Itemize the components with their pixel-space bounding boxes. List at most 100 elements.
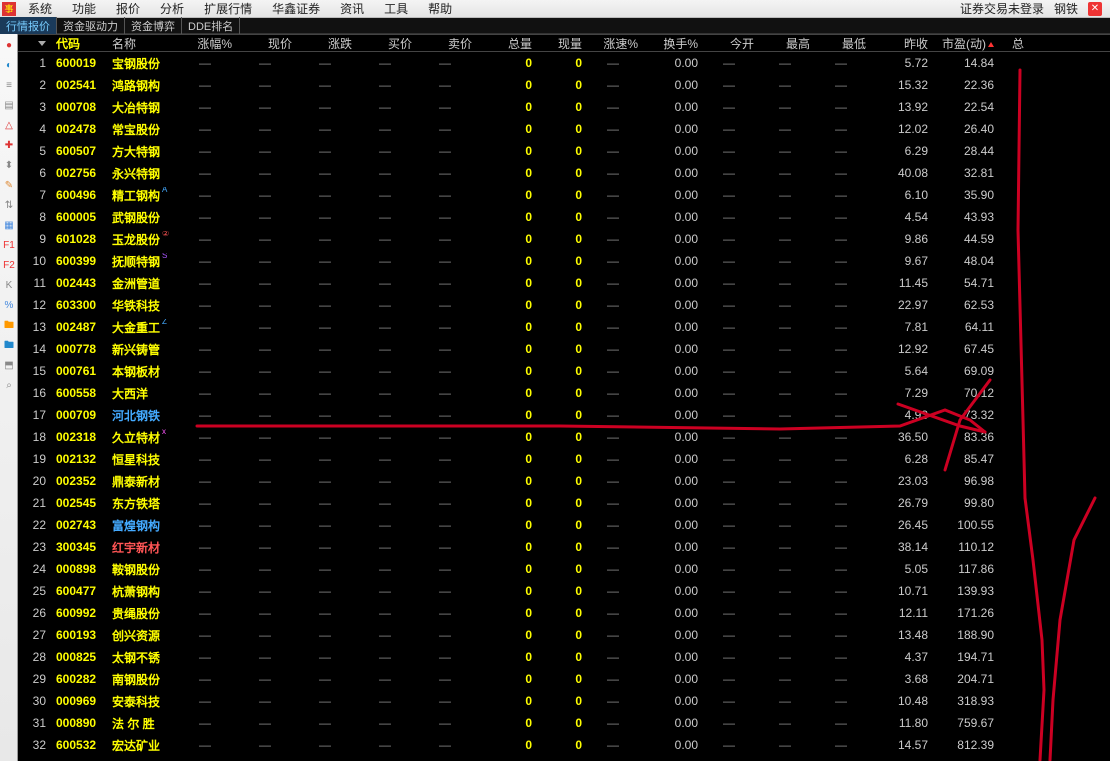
cell-mj: —: [358, 276, 418, 290]
cell-xl: 0: [538, 496, 588, 510]
table-row[interactable]: 18002318久立特材x—————00—0.00———36.5083.36: [18, 426, 1110, 448]
menu-扩展行情[interactable]: 扩展行情: [194, 0, 262, 17]
table-row[interactable]: 23300345红宇新材—————00—0.00———38.14110.12: [18, 536, 1110, 558]
cell-xl: 0: [538, 518, 588, 532]
tool-12-icon[interactable]: F2: [1, 258, 17, 274]
table-row[interactable]: 25600477杭萧钢构—————00—0.00———10.71139.93: [18, 580, 1110, 602]
table-row[interactable]: 30000969安泰科技—————00—0.00———10.48318.93: [18, 690, 1110, 712]
tool-11-icon[interactable]: F1: [1, 238, 17, 254]
table-row[interactable]: 29600282南钢股份—————00—0.00———3.68204.71: [18, 668, 1110, 690]
table-row[interactable]: 27600193创兴资源—————00—0.00———13.48188.90: [18, 624, 1110, 646]
cell-zg: —: [760, 694, 816, 708]
table-row[interactable]: 12603300华铁科技—————00—0.00———22.9762.53: [18, 294, 1110, 316]
cell-idx: 17: [18, 408, 52, 422]
col-zd2[interactable]: 最低: [816, 35, 872, 52]
table-row[interactable]: 22002743富煌钢构—————00—0.00———26.45100.55: [18, 514, 1110, 536]
table-row[interactable]: 5600507方大特钢—————00—0.00———6.2928.44: [18, 140, 1110, 162]
tool-1-icon[interactable]: ●: [1, 38, 17, 54]
col-code[interactable]: 代码: [52, 35, 108, 52]
tool-4-icon[interactable]: ▤: [1, 98, 17, 114]
menu-华鑫证券[interactable]: 华鑫证券: [262, 0, 330, 17]
tool-2-icon[interactable]: ◐: [1, 58, 17, 74]
table-row[interactable]: 2002541鸿路钢构—————00—0.00———15.3222.36: [18, 74, 1110, 96]
table-row[interactable]: 28000825太钢不锈—————00—0.00———4.37194.71: [18, 646, 1110, 668]
table-row[interactable]: 24000898鞍钢股份—————00—0.00———5.05117.86: [18, 558, 1110, 580]
tool-5-icon[interactable]: △: [1, 118, 17, 134]
menu-资讯[interactable]: 资讯: [330, 0, 374, 17]
menu-系统[interactable]: 系统: [18, 0, 62, 17]
col-menu-icon[interactable]: [18, 36, 52, 50]
menu-分析[interactable]: 分析: [150, 0, 194, 17]
cell-zg: —: [760, 232, 816, 246]
col-zf[interactable]: 涨幅%: [178, 35, 238, 52]
tool-18-icon[interactable]: ⌕: [1, 378, 17, 394]
tab-3[interactable]: DDE排名: [182, 17, 240, 35]
table-row[interactable]: 32600532宏达矿业—————00—0.00———14.57812.39: [18, 734, 1110, 756]
table-row[interactable]: 19002132恒星科技—————00—0.00———6.2885.47: [18, 448, 1110, 470]
tool-7-icon[interactable]: ⬍: [1, 158, 17, 174]
col-mj[interactable]: 买价: [358, 35, 418, 52]
cell-zd: —: [298, 540, 358, 554]
tool-6-icon[interactable]: ✚: [1, 138, 17, 154]
cell-zs: —: [588, 474, 644, 488]
tab-0[interactable]: 行情报价: [0, 17, 57, 35]
cell-mc: —: [418, 628, 478, 642]
tool-13-icon[interactable]: K: [1, 278, 17, 294]
table-row[interactable]: 15000761本钢板材—————00—0.00———5.6469.09: [18, 360, 1110, 382]
col-last[interactable]: 总: [1000, 35, 1030, 52]
table-row[interactable]: 20002352鼎泰新材—————00—0.00———23.0396.98: [18, 470, 1110, 492]
tool-3-icon[interactable]: ≡: [1, 78, 17, 94]
tool-15-icon[interactable]: 🖿: [1, 318, 17, 334]
table-row[interactable]: 3000708大冶特钢—————00—0.00———13.9222.54: [18, 96, 1110, 118]
col-zg[interactable]: 最高: [760, 35, 816, 52]
col-name[interactable]: 名称: [108, 35, 178, 52]
tool-9-icon[interactable]: ⇅: [1, 198, 17, 214]
table-row[interactable]: 7600496精工钢构A—————00—0.00———6.1035.90: [18, 184, 1110, 206]
tool-8-icon[interactable]: ✎: [1, 178, 17, 194]
col-sy[interactable]: 市盈(动): [934, 35, 1000, 52]
table-row[interactable]: 26600992贵绳股份—————00—0.00———12.11171.26: [18, 602, 1110, 624]
tool-14-icon[interactable]: %: [1, 298, 17, 314]
table-row[interactable]: 4002478常宝股份—————00—0.00———12.0226.40: [18, 118, 1110, 140]
table-row[interactable]: 8600005武钢股份—————00—0.00———4.5443.93: [18, 206, 1110, 228]
col-hs[interactable]: 换手%: [644, 35, 704, 52]
tab-2[interactable]: 资金博弈: [125, 17, 182, 35]
table-row[interactable]: 6002756永兴特钢—————00—0.00———40.0832.81: [18, 162, 1110, 184]
tool-17-icon[interactable]: ⬒: [1, 358, 17, 374]
cell-code: 600992: [52, 606, 108, 620]
close-icon[interactable]: ✕: [1088, 2, 1102, 16]
col-xj[interactable]: 现价: [238, 35, 298, 52]
menu-工具[interactable]: 工具: [374, 0, 418, 17]
table-row[interactable]: 10600399抚顺特钢S—————00—0.00———9.6748.04: [18, 250, 1110, 272]
col-zs2[interactable]: 昨收: [872, 35, 934, 52]
table-row[interactable]: 13002487大金重工Z—————00—0.00———7.8164.11: [18, 316, 1110, 338]
tool-16-icon[interactable]: 🖿: [1, 338, 17, 354]
cell-mc: —: [418, 694, 478, 708]
col-jk[interactable]: 今开: [704, 35, 760, 52]
menu-功能[interactable]: 功能: [62, 0, 106, 17]
cell-code: 000709: [52, 408, 108, 422]
col-mc[interactable]: 卖价: [418, 35, 478, 52]
table-row[interactable]: 11002443金洲管道—————00—0.00———11.4554.71: [18, 272, 1110, 294]
menu-报价[interactable]: 报价: [106, 0, 150, 17]
table-row[interactable]: 16600558大西洋—————00—0.00———7.2970.12: [18, 382, 1110, 404]
cell-zs2: 9.86: [872, 232, 934, 246]
table-row[interactable]: 9601028玉龙股份②—————00—0.00———9.8644.59: [18, 228, 1110, 250]
cell-xl: 0: [538, 298, 588, 312]
col-zd[interactable]: 涨跌: [298, 35, 358, 52]
col-zl[interactable]: 总量: [478, 35, 538, 52]
tool-10-icon[interactable]: ▦: [1, 218, 17, 234]
col-zs[interactable]: 涨速%: [588, 35, 644, 52]
table-row[interactable]: 14000778新兴铸管—————00—0.00———12.9267.45: [18, 338, 1110, 360]
table-row[interactable]: 21002545东方铁塔—————00—0.00———26.7999.80: [18, 492, 1110, 514]
table-row[interactable]: 1600019宝钢股份—————00—0.00———5.7214.84: [18, 52, 1110, 74]
cell-zg: —: [760, 386, 816, 400]
tab-1[interactable]: 资金驱动力: [57, 17, 125, 35]
cell-name: 法 尔 胜: [108, 715, 178, 732]
cell-mj: —: [358, 298, 418, 312]
table-row[interactable]: 17000709河北钢铁—————00—0.00———4.9373.32: [18, 404, 1110, 426]
table-row[interactable]: 31000890法 尔 胜—————00—0.00———11.80759.67: [18, 712, 1110, 734]
col-xl[interactable]: 现量: [538, 35, 588, 52]
cell-code: 002545: [52, 496, 108, 510]
menu-帮助[interactable]: 帮助: [418, 0, 462, 17]
